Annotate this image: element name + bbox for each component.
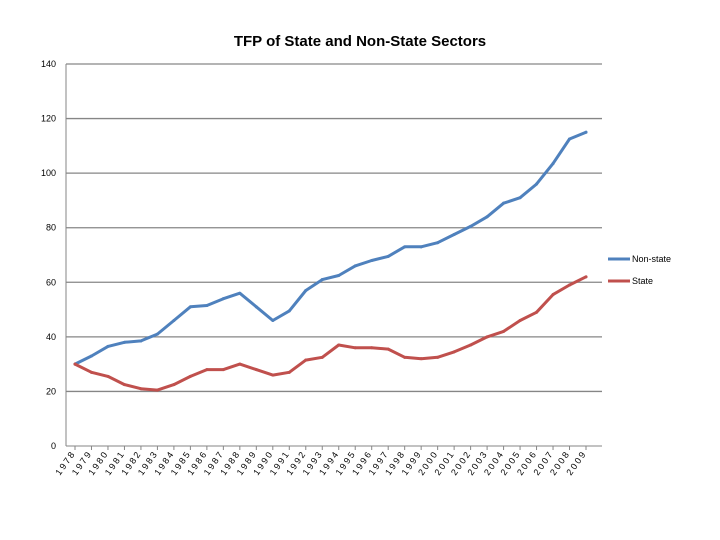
- data-point-state-1984: [172, 383, 176, 387]
- series-lines: [73, 130, 588, 392]
- y-tick-label-0: 0: [51, 441, 56, 451]
- data-point-state-1983: [155, 388, 159, 392]
- data-point-non-state-1982: [139, 339, 143, 343]
- data-point-non-state-1992: [304, 288, 308, 292]
- data-point-state-2003: [485, 335, 489, 339]
- data-point-state-1986: [205, 368, 209, 372]
- data-point-state-2008: [568, 283, 572, 287]
- legend: Non-state State: [608, 254, 671, 286]
- data-point-non-state-1983: [155, 332, 159, 336]
- y-tick-label-100: 100: [41, 168, 56, 178]
- data-point-state-1980: [106, 374, 110, 378]
- data-point-non-state-1989: [254, 305, 258, 309]
- legend-label-non-state: Non-state: [632, 254, 671, 264]
- data-point-state-1995: [353, 346, 357, 350]
- data-point-non-state-1998: [403, 245, 407, 249]
- data-point-non-state-1994: [337, 273, 341, 277]
- data-point-state-2006: [535, 310, 539, 314]
- data-point-non-state-1999: [419, 245, 423, 249]
- grid-lines: [66, 63, 602, 393]
- data-point-state-1979: [89, 370, 93, 374]
- data-point-state-1985: [188, 374, 192, 378]
- data-point-non-state-2003: [485, 215, 489, 219]
- data-point-state-1990: [271, 373, 275, 377]
- y-tick-label-80: 80: [46, 223, 56, 233]
- data-point-state-2002: [469, 343, 473, 347]
- data-point-state-1989: [254, 368, 258, 372]
- data-point-state-1997: [386, 347, 390, 351]
- data-point-non-state-1980: [106, 344, 110, 348]
- data-point-state-2007: [551, 293, 555, 297]
- data-point-non-state-1996: [370, 258, 374, 262]
- data-point-non-state-2006: [535, 182, 539, 186]
- data-point-state-1999: [419, 357, 423, 361]
- y-tick-label-20: 20: [46, 386, 56, 396]
- data-point-non-state-1997: [386, 254, 390, 258]
- y-tick-label-140: 140: [41, 59, 56, 69]
- data-point-state-2009: [584, 275, 588, 279]
- y-tick-label-60: 60: [46, 277, 56, 287]
- data-point-state-1991: [287, 370, 291, 374]
- data-point-state-1992: [304, 358, 308, 362]
- legend-label-state: State: [632, 276, 653, 286]
- axes: [65, 64, 602, 450]
- chart-title: TFP of State and Non-State Sectors: [234, 33, 486, 50]
- data-point-non-state-1990: [271, 318, 275, 322]
- y-axis-tick-labels: 0 20 40 60 80 100 120 140: [41, 59, 56, 451]
- data-point-non-state-2000: [436, 241, 440, 245]
- data-point-non-state-1986: [205, 303, 209, 307]
- data-point-state-1982: [139, 387, 143, 391]
- data-point-state-1978: [73, 362, 77, 366]
- x-axis-tick-labels: 1978197919801981198219831984198519861987…: [53, 448, 588, 477]
- data-point-non-state-1979: [89, 354, 93, 358]
- series-line-state: [73, 275, 588, 392]
- data-point-non-state-2008: [568, 137, 572, 141]
- data-point-state-2000: [436, 355, 440, 359]
- data-point-state-2004: [502, 329, 506, 333]
- data-point-state-1988: [238, 362, 242, 366]
- data-point-state-1987: [221, 368, 225, 372]
- data-point-non-state-1988: [238, 291, 242, 295]
- data-point-non-state-1985: [188, 305, 192, 309]
- data-point-state-2001: [452, 350, 456, 354]
- data-point-non-state-2001: [452, 233, 456, 237]
- data-point-state-1996: [370, 346, 374, 350]
- data-point-non-state-1991: [287, 309, 291, 313]
- y-tick-label-120: 120: [41, 114, 56, 124]
- data-point-state-1994: [337, 343, 341, 347]
- data-point-non-state-2009: [584, 130, 588, 134]
- data-point-non-state-1981: [122, 340, 126, 344]
- data-point-non-state-2005: [518, 196, 522, 200]
- data-point-state-1993: [320, 355, 324, 359]
- data-point-non-state-1984: [172, 318, 176, 322]
- data-point-non-state-2004: [502, 201, 506, 205]
- data-point-state-1981: [122, 383, 126, 387]
- data-point-non-state-2007: [551, 162, 555, 166]
- data-point-state-2005: [518, 318, 522, 322]
- data-point-state-1998: [403, 355, 407, 359]
- data-point-non-state-1995: [353, 264, 357, 268]
- data-point-non-state-1987: [221, 297, 225, 301]
- series-line-non-state: [73, 130, 588, 366]
- data-point-non-state-2002: [469, 224, 473, 228]
- data-point-non-state-1993: [320, 278, 324, 282]
- y-tick-label-40: 40: [46, 332, 56, 342]
